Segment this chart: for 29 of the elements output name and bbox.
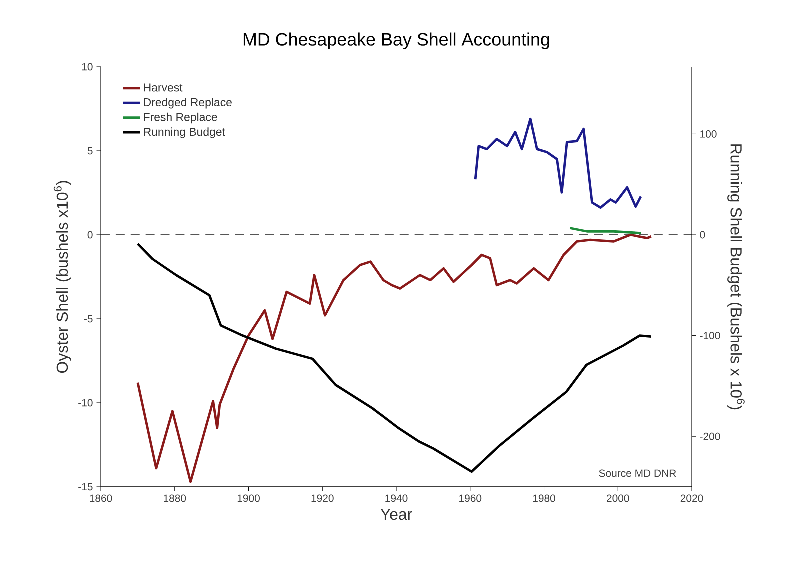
x-tick-label: 1880	[164, 494, 186, 502]
y-tick-label: -10	[78, 399, 93, 407]
y2-tick-label: -100	[700, 332, 720, 340]
legend-label: Harvest	[144, 84, 183, 92]
line-series	[474, 118, 642, 209]
x-tick-label: 1960	[460, 494, 482, 502]
y2-axis-title: Running Shell Budget (Bushels x 10$^{6}$)	[728, 144, 745, 410]
x-tick-label: 2000	[607, 494, 630, 502]
y-tick-label: 5	[88, 147, 93, 155]
legend-label: Dredged Replace	[144, 98, 232, 109]
y2-tick-label: -200	[700, 432, 720, 440]
y2-tick-label: 0	[700, 231, 706, 239]
x-tick-label: 1920	[312, 494, 334, 502]
y-axis-title: Oyster Shell (bushels x10$^{6}$)	[54, 181, 72, 374]
y-tick-label: -5	[84, 315, 93, 323]
annotation: Source MD DNR	[599, 470, 676, 478]
x-axis-title: Year	[380, 509, 412, 520]
x-tick-label: 2020	[680, 494, 704, 502]
y2-tick-label: 100	[700, 130, 717, 138]
x-tick-label: 1940	[386, 494, 408, 502]
chart-title: MD Chesapeake Bay Shell Accounting	[244, 32, 550, 50]
x-tick-label: 1860	[90, 494, 112, 502]
y-tick-label: 0	[88, 231, 93, 239]
legend-label: Fresh Replace	[144, 112, 218, 124]
legend-label: Running Budget	[144, 128, 226, 138]
x-tick-label: 1980	[533, 494, 556, 502]
x-tick-label: 1900	[238, 494, 260, 502]
y-tick-label: 10	[82, 63, 93, 71]
y-tick-label: -15	[78, 483, 93, 491]
